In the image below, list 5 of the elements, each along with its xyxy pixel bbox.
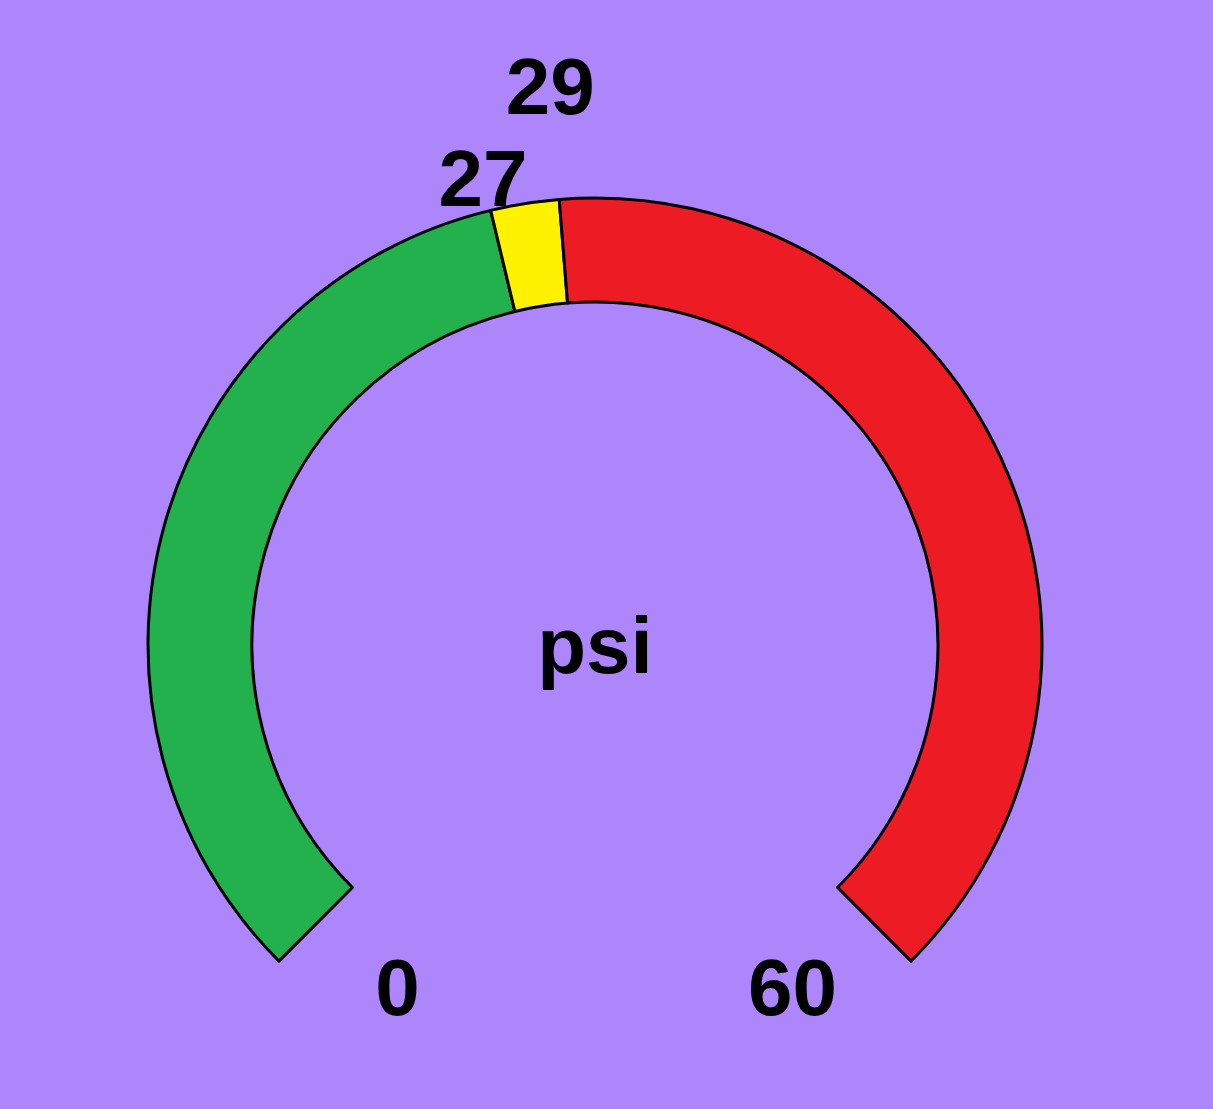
text: 0 <box>375 942 420 1032</box>
text: psi <box>537 600 653 690</box>
text: 29 <box>505 42 595 132</box>
text: 27 <box>438 133 528 223</box>
text: 60 <box>748 942 837 1032</box>
